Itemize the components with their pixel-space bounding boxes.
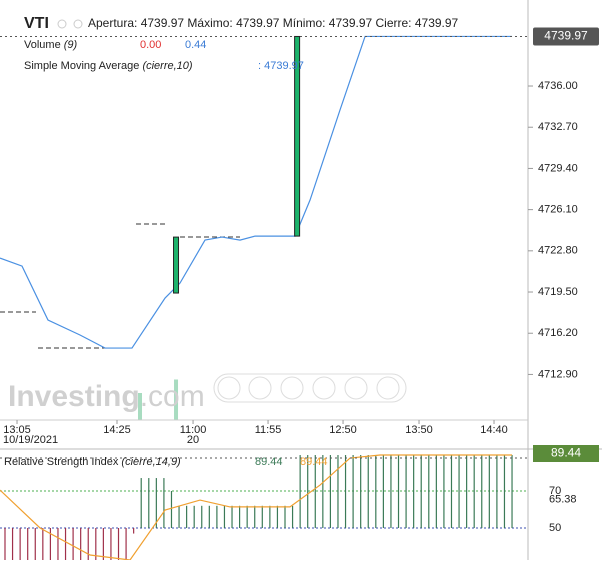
sma-value: : 4739.97 xyxy=(258,60,304,72)
rsi-signal-value: 89.44 xyxy=(300,456,328,468)
nav-settings[interactable] xyxy=(344,376,368,400)
rsi-layer xyxy=(0,454,528,560)
y-tick-label: 4716.20 xyxy=(538,327,578,339)
y-tick-label: 4712.90 xyxy=(538,368,578,380)
rsi-legend: Relative Strength Index (cierre,14,9) xyxy=(4,456,181,468)
volume-bar xyxy=(138,393,143,420)
volume-params: (9) xyxy=(64,39,78,51)
watermark-suffix: .com xyxy=(140,380,205,413)
rsi-badge xyxy=(533,445,599,462)
rsi-tick-label: 65.38 xyxy=(549,493,577,505)
x-tick-label: 11:00 xyxy=(180,424,207,436)
nav-reset[interactable] xyxy=(312,376,336,400)
x-tick-label: 13:50 xyxy=(405,424,433,436)
navigation-buttons xyxy=(213,373,407,403)
rsi-name: Relative Strength Index xyxy=(4,456,119,468)
sma-params: (cierre,10) xyxy=(142,60,192,72)
volume-bar xyxy=(174,379,179,420)
x-tick-label: 14:40 xyxy=(480,424,508,436)
rsi-badge-label: 89.44 xyxy=(551,446,581,460)
volume-name: Volume xyxy=(24,39,61,51)
price-badge-label: 4739.97 xyxy=(544,29,588,43)
x-tick-label: 14:25 xyxy=(103,424,131,436)
y-tick-label: 4719.50 xyxy=(538,286,578,298)
y-tick-label: 4732.70 xyxy=(538,121,578,133)
icon-settings[interactable] xyxy=(73,19,83,29)
sma-legend: Simple Moving Average (cierre,10) xyxy=(24,60,193,72)
price-badge xyxy=(533,27,599,46)
sma-name: Simple Moving Average xyxy=(24,60,139,72)
x-tick-label: 13:05 xyxy=(3,424,31,436)
nav-zoom-in[interactable] xyxy=(248,376,272,400)
y-tick-label: 4729.40 xyxy=(538,162,578,174)
rsi-tick-label: 70 xyxy=(549,485,561,497)
rsi-value: 89.44 xyxy=(255,456,283,468)
x-tick-label: 11:55 xyxy=(255,424,282,436)
icon-eye[interactable] xyxy=(57,19,67,29)
y-tick-label: 4726.10 xyxy=(538,204,578,216)
candle xyxy=(294,35,301,237)
candle xyxy=(173,236,180,294)
sma-line xyxy=(0,35,513,349)
price-layer xyxy=(0,35,528,349)
nav-right[interactable] xyxy=(376,376,400,400)
y-tick-label: 4722.80 xyxy=(538,245,578,257)
nav-zoom-out[interactable] xyxy=(280,376,304,400)
watermark: Investing.com xyxy=(8,380,205,413)
volume-legend: Volume (9) xyxy=(24,39,78,51)
symbol: VTI xyxy=(24,15,49,32)
nav-bar xyxy=(213,373,407,403)
volume-layer xyxy=(138,379,179,420)
x-tick-label: 12:50 xyxy=(329,424,357,436)
rsi-tick-label: 50 xyxy=(549,522,561,534)
rsi-params: (cierre,14,9) xyxy=(121,456,181,468)
y-tick-label: 4736.00 xyxy=(538,80,578,92)
volume-ma-value: 0.44 xyxy=(185,39,206,51)
volume-value: 0.00 xyxy=(140,39,161,51)
nav-left[interactable] xyxy=(217,376,241,400)
watermark-main: Investing xyxy=(8,380,140,413)
ohlc: Apertura: 4739.97 Máximo: 4739.97 Mínimo… xyxy=(88,16,459,30)
x-date-label: 10/19/2021 xyxy=(3,434,58,446)
x-date-label: 20 xyxy=(187,434,199,446)
